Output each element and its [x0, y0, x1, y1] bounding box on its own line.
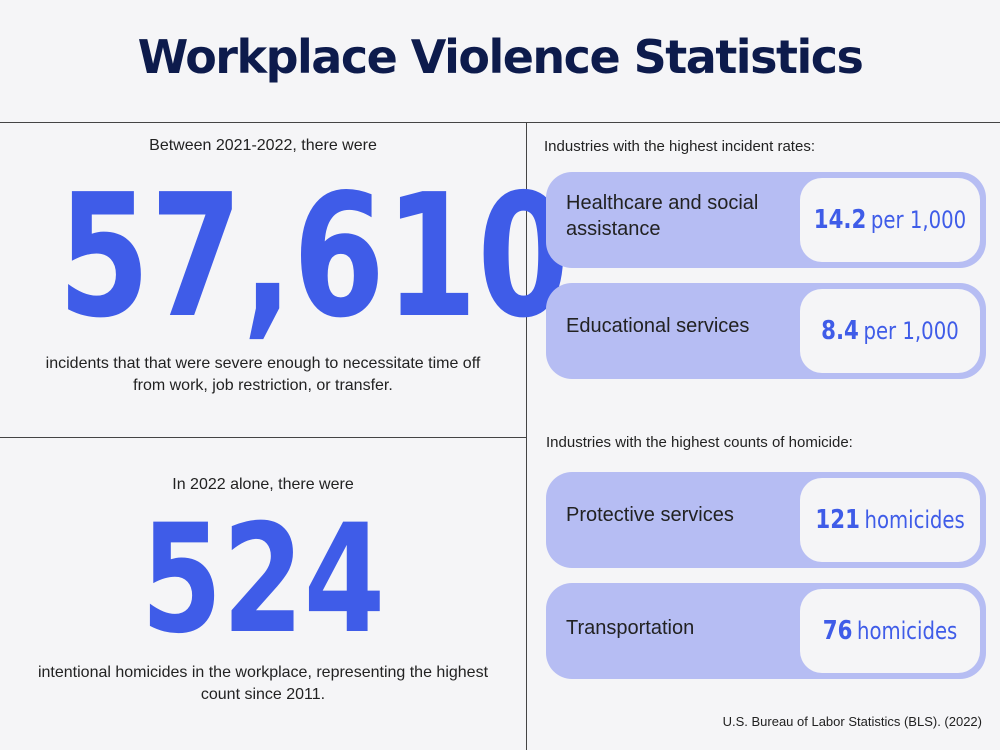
industry-card-protective: Protective services 121 homicides	[546, 472, 986, 568]
rate-unit: per 1,000	[870, 206, 967, 234]
industry-label: Healthcare and social assistance	[566, 190, 758, 242]
rate-value: 14.2	[813, 205, 867, 235]
stat2-description-line1: intentional homicides in the workplace, …	[37, 664, 489, 681]
page-title: Workplace Violence Statistics	[137, 30, 864, 84]
source-citation: U.S. Bureau of Labor Statistics (BLS). (…	[722, 714, 982, 729]
stat2-description-line2: count since 2011.	[200, 686, 326, 703]
industry-label: Educational services	[566, 313, 749, 339]
homicide-pill: 76 homicides	[800, 589, 980, 673]
homicide-value: 76	[822, 616, 853, 646]
stat1-description: incidents that that were severe enough t…	[0, 353, 526, 397]
industry-label-line1: Educational services	[566, 315, 750, 337]
rate-unit: per 1,000	[863, 317, 959, 345]
rate-pill: 8.4 per 1,000	[800, 289, 980, 373]
homicide-counts-heading: Industries with the highest counts of ho…	[546, 434, 853, 451]
industry-label-line2: assistance	[566, 218, 661, 240]
divider-vertical	[526, 122, 527, 750]
homicide-unit: homicides	[856, 617, 958, 645]
stat1-number: 57,610	[57, 158, 570, 356]
rate-pill: 14.2 per 1,000	[800, 178, 980, 262]
industry-label: Transportation	[566, 615, 694, 641]
homicide-pill: 121 homicides	[800, 478, 980, 562]
industry-label-line1: Protective services	[566, 504, 734, 526]
industry-label: Protective services	[566, 502, 734, 528]
stat2-description: intentional homicides in the workplace, …	[0, 662, 526, 706]
stat2-number: 524	[140, 493, 386, 667]
homicide-value: 121	[815, 505, 860, 535]
homicide-unit: homicides	[864, 506, 965, 534]
industry-card-education: Educational services 8.4 per 1,000	[546, 283, 986, 379]
stat1-intro: Between 2021-2022, there were	[149, 137, 377, 154]
divider-top	[0, 122, 1000, 123]
industry-card-healthcare: Healthcare and social assistance 14.2 pe…	[546, 172, 986, 268]
incident-rates-heading: Industries with the highest incident rat…	[544, 138, 815, 155]
stat2-intro: In 2022 alone, there were	[172, 476, 354, 493]
stat1-description-line2: from work, job restriction, or transfer.	[133, 377, 393, 394]
divider-left-middle	[0, 437, 526, 438]
stat1-description-line1: incidents that that were severe enough t…	[45, 355, 481, 372]
industry-card-transportation: Transportation 76 homicides	[546, 583, 986, 679]
industry-label-line1: Transportation	[566, 617, 695, 639]
rate-value: 8.4	[821, 316, 859, 346]
industry-label-line1: Healthcare and social	[566, 192, 759, 214]
